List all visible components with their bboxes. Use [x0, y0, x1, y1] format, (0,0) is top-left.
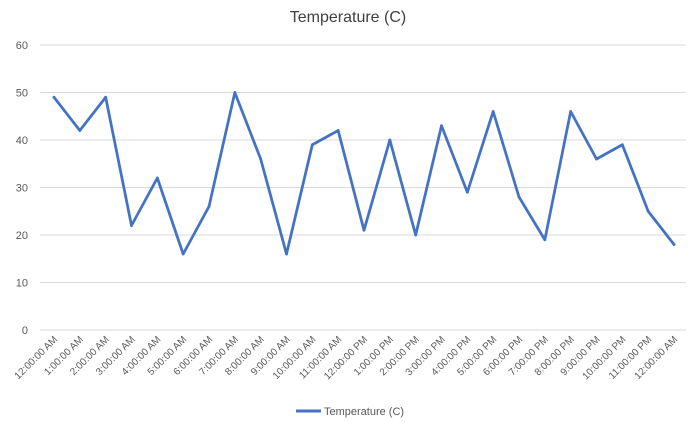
- y-tick-label: 30: [16, 183, 28, 195]
- data-point: [285, 253, 288, 256]
- data-point: [466, 191, 469, 194]
- data-point: [208, 205, 211, 208]
- chart-title: Temperature (C): [290, 9, 406, 26]
- data-point: [53, 96, 56, 99]
- data-point: [518, 196, 521, 199]
- data-point: [414, 234, 417, 237]
- data-point: [311, 143, 314, 146]
- data-point: [130, 224, 133, 227]
- gridlines: [40, 45, 686, 330]
- data-point: [647, 210, 650, 213]
- data-point: [440, 124, 443, 127]
- data-point: [569, 110, 572, 113]
- data-point: [156, 177, 159, 180]
- data-point: [673, 243, 676, 246]
- y-tick-label: 0: [22, 325, 28, 337]
- data-point: [543, 238, 546, 241]
- y-tick-label: 50: [16, 88, 28, 100]
- y-tick-label: 10: [16, 278, 28, 290]
- x-axis-ticks: 12:00:00 AM1:00:00 AM2:00:00 AM3:00:00 A…: [13, 334, 680, 382]
- y-tick-label: 20: [16, 230, 28, 242]
- data-point: [182, 253, 185, 256]
- data-point: [363, 229, 366, 232]
- series-layer: [53, 91, 676, 255]
- data-point: [492, 110, 495, 113]
- data-point: [104, 96, 107, 99]
- data-point: [259, 158, 262, 161]
- legend: Temperature (C): [296, 406, 404, 418]
- data-point: [595, 158, 598, 161]
- legend-label-temperature: Temperature (C): [324, 406, 404, 418]
- data-point: [388, 139, 391, 142]
- data-point: [621, 143, 624, 146]
- y-axis-ticks: 0 10 20 30 40 50 60: [16, 40, 28, 337]
- data-point: [233, 91, 236, 94]
- y-tick-label: 40: [16, 135, 28, 147]
- data-point: [78, 129, 81, 132]
- data-point: [337, 129, 340, 132]
- y-tick-label: 60: [16, 40, 28, 52]
